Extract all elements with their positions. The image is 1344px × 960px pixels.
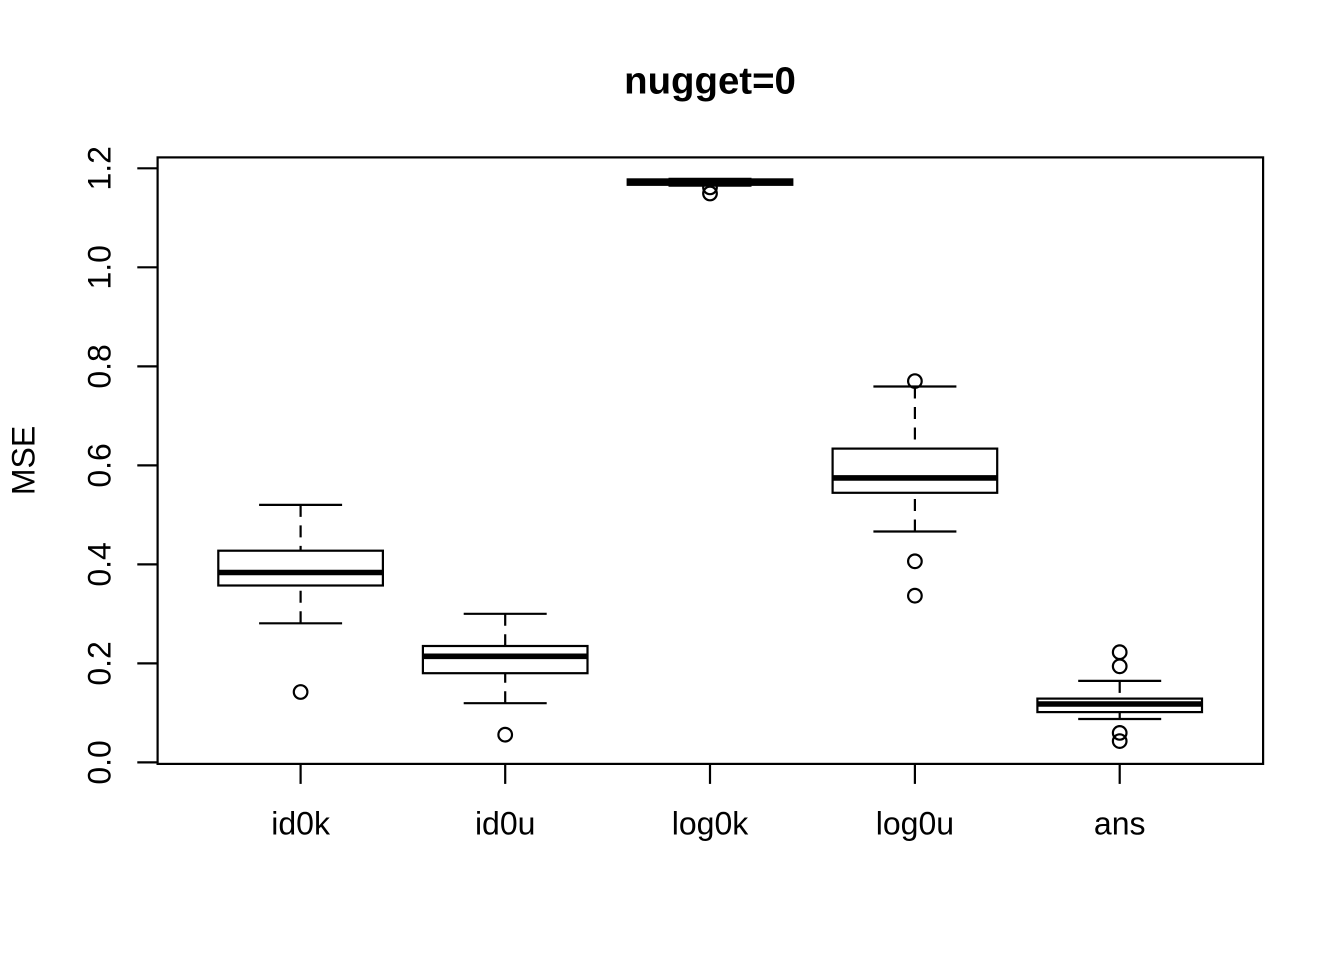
svg-text:id0k: id0k: [271, 806, 331, 842]
svg-text:0.6: 0.6: [82, 443, 118, 487]
svg-text:log0k: log0k: [672, 806, 750, 842]
svg-text:1.2: 1.2: [82, 146, 118, 190]
svg-text:MSE: MSE: [6, 426, 42, 495]
svg-text:log0u: log0u: [876, 806, 954, 842]
svg-text:id0u: id0u: [475, 806, 536, 842]
svg-text:ans: ans: [1094, 806, 1146, 842]
svg-text:1.0: 1.0: [82, 245, 118, 289]
svg-text:nugget=0: nugget=0: [624, 59, 796, 102]
svg-text:0.4: 0.4: [82, 542, 118, 586]
svg-text:0.0: 0.0: [82, 740, 118, 784]
svg-text:0.8: 0.8: [82, 344, 118, 388]
svg-text:0.2: 0.2: [82, 641, 118, 685]
